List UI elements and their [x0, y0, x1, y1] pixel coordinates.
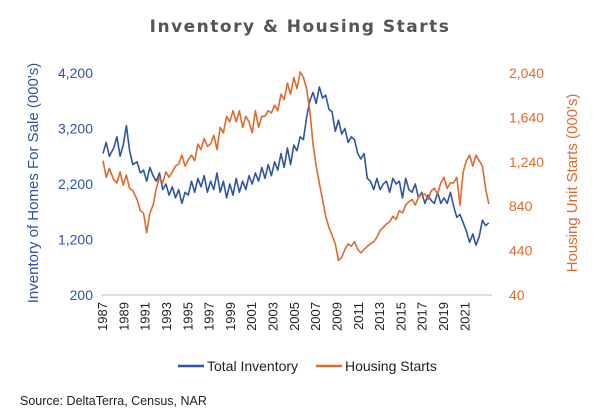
x-tick-label: 2019	[436, 302, 451, 331]
x-tick-label: 2007	[308, 302, 323, 331]
x-tick-label: 2017	[415, 302, 430, 331]
y-axis-right-ticks: 2,040 1,640 1,240 840 440 40	[509, 65, 544, 303]
x-tick-label: 2005	[287, 302, 302, 331]
y-axis-left-ticks: 4,200 3,200 2,200 1,200 200	[58, 65, 93, 303]
x-tick-label: 1997	[202, 302, 217, 331]
series-line-total-inventory	[102, 86, 490, 246]
x-tick-label: 1987	[95, 302, 110, 331]
series-line-housing-starts	[102, 71, 490, 262]
y-left-tick-label: 1,200	[58, 232, 93, 248]
x-tick-label: 2001	[244, 302, 259, 331]
x-tick-label: 1991	[138, 302, 153, 331]
y-left-tick-label: 200	[70, 287, 94, 303]
x-tick-label: 2003	[266, 302, 281, 331]
y-left-tick-label: 2,200	[58, 176, 93, 192]
legend: Total Inventory Housing Starts	[178, 358, 437, 374]
y-right-tick-label: 840	[509, 198, 533, 214]
y-left-tick-label: 3,200	[58, 121, 93, 137]
x-tick-label: 2009	[329, 302, 344, 331]
series-layer	[102, 71, 490, 262]
y-right-tick-label: 2,040	[509, 65, 544, 81]
y-left-tick-label: 4,200	[58, 65, 93, 81]
legend-label-housing-starts: Housing Starts	[345, 358, 437, 374]
y-axis-left-label: Inventory of Homes For Sale (000's)	[25, 63, 42, 303]
chart-title: Inventory & Housing Starts	[150, 17, 451, 37]
x-tick-label: 2011	[351, 302, 366, 330]
x-tick-label: 1999	[223, 302, 238, 331]
source-note: Source: DeltaTerra, Census, NAR	[20, 394, 207, 408]
x-tick-label: 1993	[159, 302, 174, 331]
legend-label-total-inventory: Total Inventory	[207, 358, 298, 374]
y-right-tick-label: 40	[509, 287, 525, 303]
x-tick-label: 1995	[180, 302, 195, 331]
y-right-tick-label: 1,240	[509, 154, 544, 170]
x-tick-label: 1989	[116, 302, 131, 331]
x-tick-label: 2021	[457, 302, 472, 331]
y-right-tick-label: 1,640	[509, 109, 544, 125]
x-tick-label: 2013	[372, 302, 387, 331]
x-axis-ticks: 1987 1989 1991 1993 1995 1997 1999 2001 2003 2005…	[95, 302, 472, 331]
x-tick-label: 2015	[393, 302, 408, 331]
y-right-tick-label: 440	[509, 243, 533, 259]
y-axis-right-label: Housing Unit Starts (000's)	[564, 94, 581, 273]
